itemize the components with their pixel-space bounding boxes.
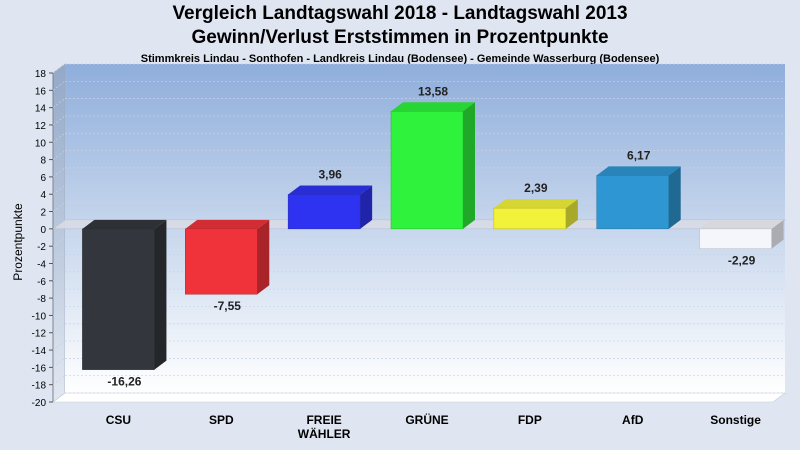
- bar-front: [699, 228, 772, 249]
- grid-line-diagonal: [52, 236, 66, 247]
- chart-subtitle: Stimmkreis Lindau - Sonthofen - Landkrei…: [140, 53, 660, 65]
- grid-line-diagonal: [52, 150, 66, 160]
- y-tick-label: -14: [32, 346, 47, 357]
- bar-front: [390, 111, 464, 230]
- grid-line-diagonal: [52, 167, 66, 178]
- y-tick-label: 0: [40, 225, 46, 236]
- y-tick-label: 10: [35, 138, 47, 149]
- bar-3: [390, 102, 475, 230]
- grid-line-diagonal: [52, 202, 66, 212]
- x-category-label: WÄHLER: [298, 426, 351, 441]
- y-tick-label: -4: [37, 259, 46, 270]
- y-tick-label: -8: [37, 294, 46, 305]
- bar-top: [699, 219, 784, 229]
- chart-title-line-2: Gewinn/Verlust Erststimmen in Prozentpun…: [191, 27, 609, 48]
- bar-side: [463, 102, 475, 229]
- x-category-label: AfD: [622, 413, 644, 427]
- value-label: 13,58: [418, 84, 448, 98]
- x-category-label: GRÜNE: [405, 412, 448, 427]
- grid-line-diagonal: [52, 98, 66, 108]
- grid-line-diagonal: [52, 81, 66, 91]
- grid-line-diagonal: [52, 392, 66, 403]
- y-tick-label: -10: [32, 311, 47, 322]
- grid-line-diagonal: [52, 288, 66, 299]
- x-category-label: FDP: [518, 413, 542, 427]
- bar-side: [565, 199, 578, 229]
- grid-line-diagonal: [52, 271, 66, 282]
- bar-2: [287, 185, 373, 230]
- y-tick-label: 8: [40, 156, 46, 167]
- y-tick-label: 6: [40, 173, 46, 184]
- x-category-label: FREIE: [306, 413, 341, 427]
- y-tick-label: 12: [35, 121, 47, 132]
- bar-1: [185, 219, 270, 295]
- bar-top: [493, 199, 578, 209]
- y-tick-label: 14: [35, 104, 47, 115]
- bar-side: [668, 166, 681, 229]
- grid-line-diagonal: [52, 375, 66, 385]
- bar-front: [287, 194, 361, 230]
- bar-front: [82, 228, 155, 370]
- y-axis-label: Prozentpunkte: [11, 203, 25, 281]
- bar-6: [699, 219, 784, 249]
- bar-front: [493, 207, 567, 230]
- value-label: 2,39: [524, 181, 548, 195]
- y-tick-label: -20: [32, 398, 47, 409]
- value-label: -7,55: [214, 299, 242, 313]
- bar-front: [596, 175, 669, 230]
- y-tick-label: -16: [32, 363, 47, 374]
- bar-side: [360, 185, 373, 229]
- grid-line-diagonal: [52, 63, 66, 74]
- y-tick-label: 4: [40, 190, 46, 201]
- grid-line-diagonal: [52, 306, 66, 316]
- value-label: -2,29: [728, 254, 756, 268]
- y-tick-label: -18: [32, 381, 47, 392]
- y-tick-label: 16: [35, 86, 47, 97]
- bar-side: [154, 219, 167, 370]
- bar-side: [771, 219, 784, 249]
- value-label: -16,26: [107, 375, 141, 389]
- value-label: 3,96: [318, 168, 342, 182]
- y-tick-label: -6: [37, 277, 46, 288]
- bar-top: [596, 166, 681, 176]
- bar-top: [288, 185, 373, 195]
- grid-line-diagonal: [52, 340, 66, 351]
- x-category-label: CSU: [106, 413, 131, 427]
- y-tick-label: -12: [32, 329, 47, 340]
- grid-line-diagonal: [52, 254, 66, 264]
- bar-top: [185, 219, 270, 229]
- x-category-label: SPD: [209, 413, 234, 427]
- bar-4: [493, 199, 578, 230]
- grid-line-diagonal: [52, 115, 66, 126]
- bar-5: [596, 166, 681, 230]
- x-category-label: Sonstige: [710, 413, 761, 427]
- grid-line-diagonal: [52, 132, 66, 143]
- value-label: 6,17: [627, 148, 651, 162]
- bar-top: [82, 219, 167, 229]
- grid-line-diagonal: [52, 184, 66, 195]
- y-tick-label: -2: [37, 242, 46, 253]
- y-tick-label: 18: [35, 69, 47, 80]
- bar-top: [391, 102, 475, 112]
- bar-side: [257, 219, 270, 295]
- chart-title-line-1: Vergleich Landtagswahl 2018 - Landtagswa…: [172, 3, 628, 24]
- bar-0: [82, 219, 167, 370]
- plot-left-wall: [52, 63, 66, 403]
- bar-front: [185, 228, 258, 295]
- y-tick-label: 2: [40, 208, 46, 219]
- grid-line-diagonal: [52, 323, 66, 334]
- plot-floor: [52, 392, 786, 403]
- grid-line-diagonal: [52, 358, 66, 368]
